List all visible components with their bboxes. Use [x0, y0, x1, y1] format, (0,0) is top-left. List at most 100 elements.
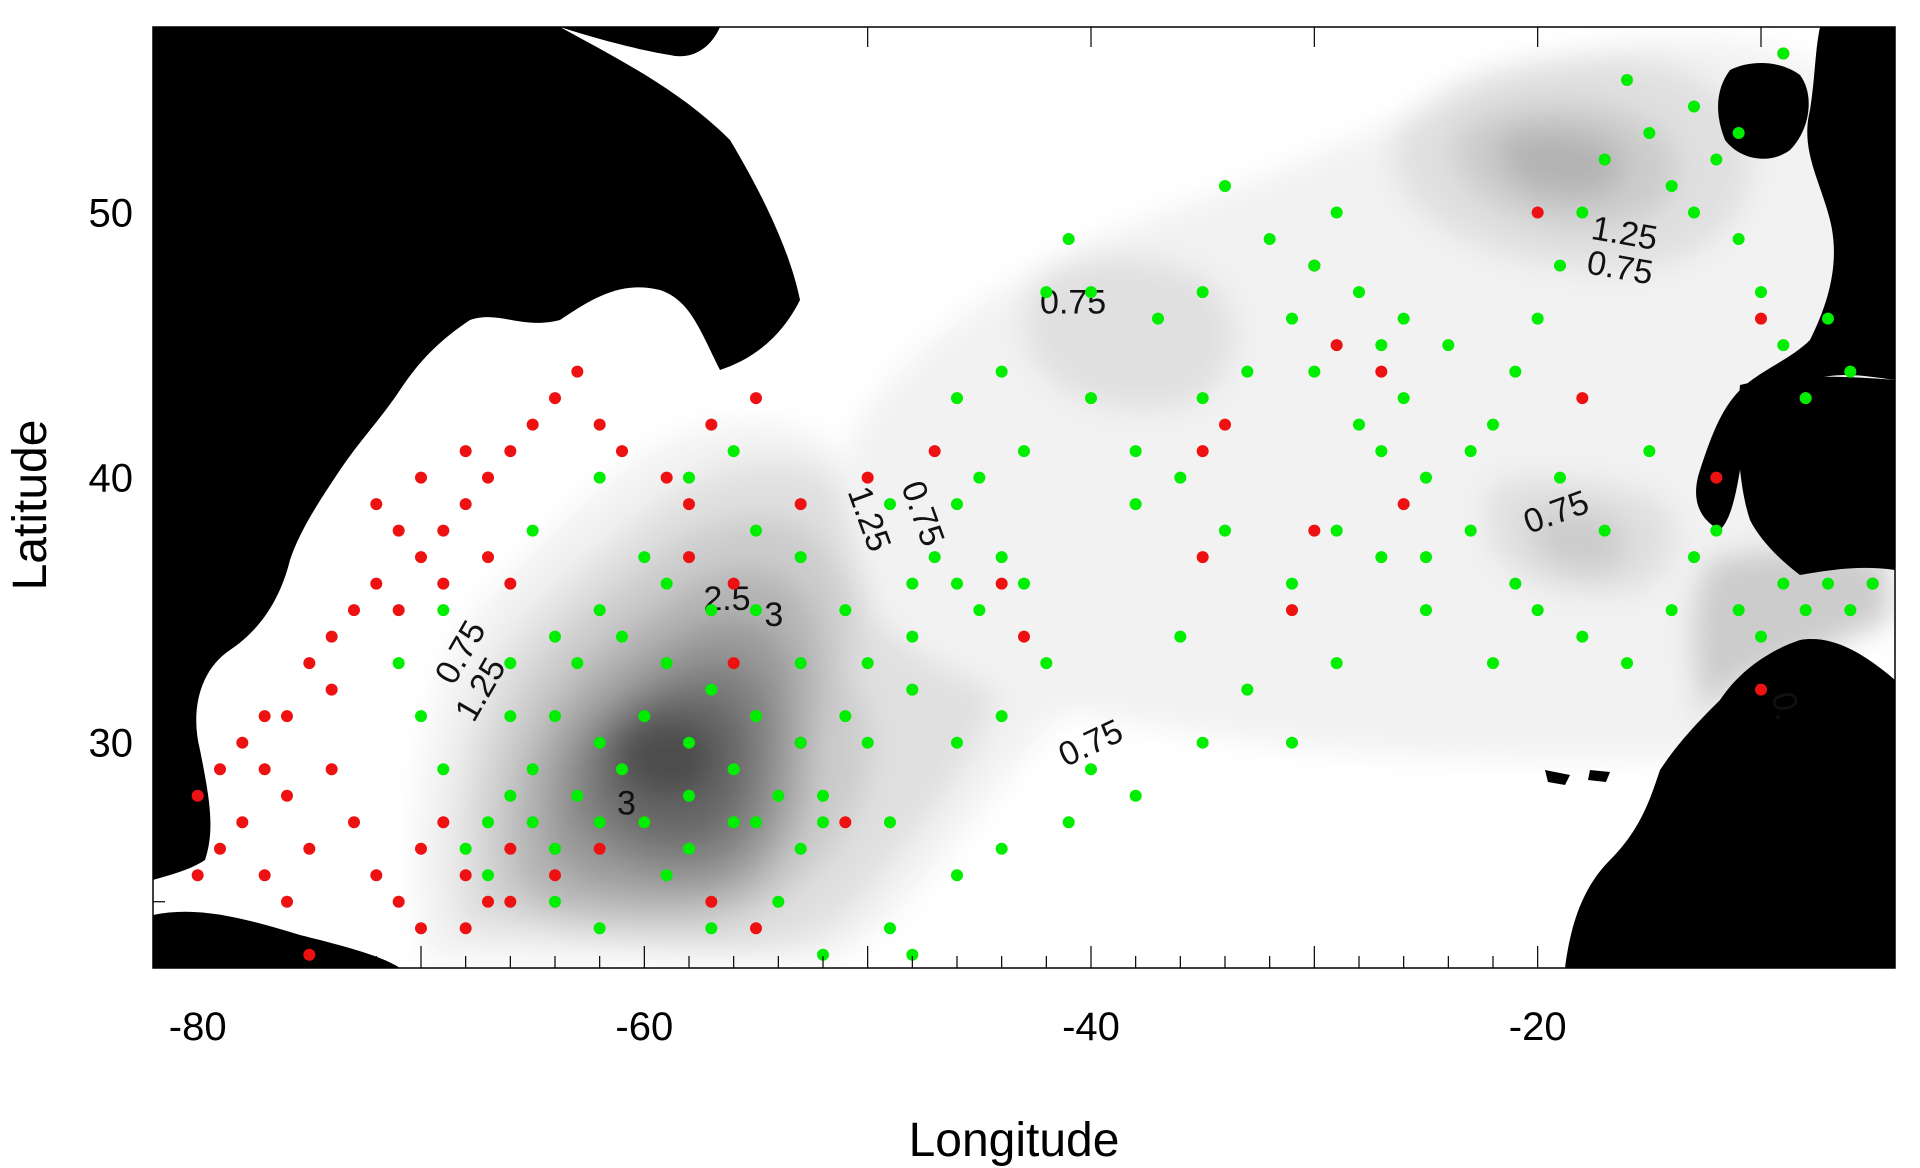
- land-north-america: [153, 27, 800, 880]
- presence-point: [1330, 206, 1343, 219]
- absence-point: [258, 869, 271, 882]
- presence-point: [906, 683, 919, 696]
- presence-point: [817, 789, 829, 802]
- presence-point: [1375, 445, 1388, 458]
- presence-point: [1040, 286, 1053, 299]
- presence-point: [1308, 259, 1321, 272]
- x-tick-labels: -80 -60 -40 -20: [169, 1005, 1567, 1049]
- presence-point: [1844, 604, 1857, 617]
- absence-point: [482, 895, 494, 908]
- absence-point: [325, 763, 338, 776]
- absence-point: [370, 869, 383, 882]
- absence-point: [928, 445, 941, 458]
- presence-point: [995, 551, 1008, 564]
- absence-point: [683, 551, 695, 564]
- y-axis-title: Latitude: [4, 420, 57, 591]
- presence-point: [817, 816, 829, 829]
- presence-point: [1799, 392, 1812, 405]
- presence-point: [750, 604, 762, 617]
- presence-point: [1755, 630, 1767, 643]
- absence-point: [1018, 630, 1030, 643]
- presence-point: [1129, 498, 1142, 511]
- presence-point: [683, 789, 695, 802]
- presence-point: [839, 710, 852, 723]
- absence-point: [459, 869, 472, 882]
- presence-point: [1576, 206, 1589, 219]
- absence-point: [258, 763, 271, 776]
- presence-point: [951, 869, 963, 882]
- presence-point: [638, 710, 651, 723]
- presence-point: [906, 577, 919, 590]
- presence-point: [817, 948, 829, 961]
- x-tick-label: -80: [169, 1005, 227, 1049]
- presence-point: [750, 524, 762, 537]
- presence-point: [1397, 312, 1410, 325]
- presence-point: [1576, 630, 1589, 643]
- presence-point: [1129, 445, 1142, 458]
- absence-point: [236, 816, 249, 829]
- presence-point: [1196, 736, 1209, 749]
- presence-point: [1710, 524, 1723, 537]
- x-tick-label: -40: [1062, 1005, 1120, 1049]
- presence-point: [1621, 74, 1633, 87]
- absence-point: [1576, 392, 1589, 405]
- presence-point: [549, 895, 561, 908]
- absence-point: [392, 524, 405, 537]
- absence-point: [191, 789, 204, 802]
- presence-point: [1018, 577, 1030, 590]
- presence-point: [727, 816, 740, 829]
- presence-point: [1241, 683, 1254, 696]
- density-contour-iberia-inner: [1532, 508, 1628, 573]
- presence-point: [973, 604, 986, 617]
- absence-point: [727, 577, 740, 590]
- absence-point: [1196, 551, 1209, 564]
- y-tick-labels: 30 40 50: [89, 192, 134, 766]
- presence-point: [1308, 365, 1321, 378]
- presence-point: [1085, 392, 1097, 405]
- presence-point: [1241, 365, 1254, 378]
- presence-point: [839, 604, 852, 617]
- axis-ticks: [153, 27, 1895, 968]
- absence-point: [459, 498, 472, 511]
- presence-point: [1420, 551, 1432, 564]
- presence-point: [1665, 180, 1678, 193]
- presence-point: [727, 763, 740, 776]
- presence-point: [1866, 577, 1879, 590]
- absence-point: [258, 710, 271, 723]
- x-tick-label: -60: [615, 1005, 673, 1049]
- x-axis-title: Longitude: [909, 1114, 1120, 1167]
- absence-point: [415, 551, 427, 564]
- land-masses: [153, 27, 1895, 968]
- presence-point: [794, 657, 807, 670]
- presence-point: [593, 604, 606, 617]
- presence-point: [1777, 577, 1790, 590]
- absence-point: [995, 577, 1008, 590]
- presence-point: [1085, 286, 1097, 299]
- y-tick-label: 50: [89, 192, 134, 236]
- presence-point: [1464, 445, 1477, 458]
- absence-point: [236, 736, 249, 749]
- presence-point: [1822, 312, 1834, 325]
- absence-point: [504, 895, 517, 908]
- absence-point: [303, 948, 316, 961]
- absence-point: [549, 392, 561, 405]
- presence-point: [482, 816, 494, 829]
- presence-point: [906, 948, 919, 961]
- presence-point: [1286, 577, 1298, 590]
- density-contour-east-level-4: [1499, 128, 1624, 198]
- density-contours-east: [845, 38, 1891, 760]
- presence-point: [1755, 286, 1767, 299]
- land-iberia: [1738, 376, 1895, 575]
- x-tick-label: -20: [1509, 1005, 1567, 1049]
- absence-point: [325, 683, 338, 696]
- presence-point: [683, 842, 695, 855]
- presence-point: [1375, 339, 1388, 352]
- presence-point: [1196, 286, 1209, 299]
- presence-point: [593, 736, 606, 749]
- presence-point: [1286, 736, 1298, 749]
- absence-point: [794, 498, 807, 511]
- presence-point: [1509, 577, 1522, 590]
- presence-point: [660, 869, 673, 882]
- presence-point: [660, 577, 673, 590]
- absence-point: [861, 471, 874, 484]
